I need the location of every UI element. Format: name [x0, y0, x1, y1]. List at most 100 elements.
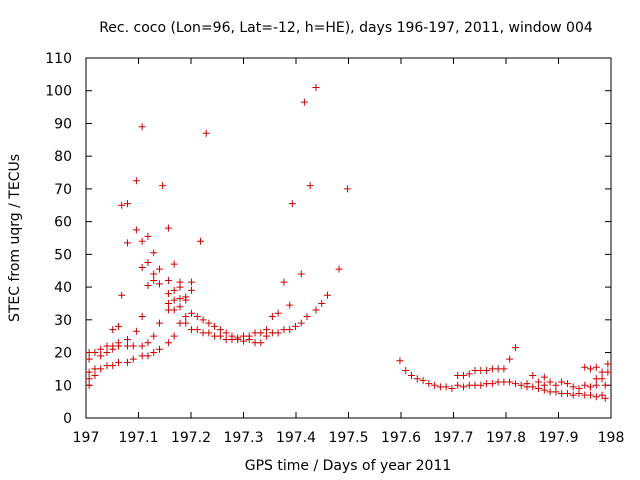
data-point	[245, 332, 253, 340]
y-tick-label: 20	[54, 346, 72, 362]
data-point	[318, 299, 326, 307]
data-point	[335, 265, 343, 273]
x-tick-label: 197.7	[433, 430, 473, 446]
data-point	[575, 385, 583, 393]
data-point	[91, 371, 99, 379]
data-point	[263, 326, 271, 334]
data-point	[85, 381, 93, 389]
data-point	[263, 332, 271, 340]
data-point	[581, 363, 589, 371]
data-point	[156, 265, 163, 273]
data-point	[343, 185, 351, 193]
data-point	[132, 327, 140, 335]
data-point	[413, 375, 421, 383]
x-tick-label: 197.5	[328, 430, 368, 446]
data-point	[540, 373, 548, 381]
data-point	[156, 319, 163, 327]
data-point	[164, 277, 172, 285]
data-point	[592, 381, 600, 389]
data-point	[601, 381, 609, 389]
plot-frame	[85, 57, 612, 419]
data-point	[170, 296, 178, 304]
data-point	[552, 381, 560, 389]
data-point	[286, 326, 294, 334]
data-point	[540, 381, 548, 389]
data-point	[97, 352, 105, 360]
data-point	[144, 281, 152, 289]
data-point	[188, 286, 196, 294]
data-point	[312, 306, 320, 314]
data-point	[297, 319, 305, 327]
y-tick-label: 60	[54, 215, 72, 231]
data-point	[123, 239, 131, 247]
data-point	[196, 237, 204, 245]
data-point	[216, 326, 224, 334]
data-point	[563, 380, 571, 388]
data-point	[97, 365, 105, 373]
data-point	[511, 380, 519, 388]
data-point	[529, 383, 537, 391]
data-point	[138, 237, 146, 245]
data-point	[199, 316, 207, 324]
data-point	[164, 299, 172, 307]
data-point	[517, 381, 525, 389]
data-point	[118, 201, 126, 209]
data-point	[523, 380, 531, 388]
data-point	[297, 270, 305, 278]
data-point	[552, 388, 560, 396]
data-point	[91, 349, 99, 357]
data-point	[132, 226, 140, 234]
data-point	[488, 380, 496, 388]
data-point	[306, 182, 314, 190]
data-point	[182, 293, 190, 301]
data-point	[587, 365, 595, 373]
data-point	[408, 371, 415, 379]
data-point	[176, 303, 184, 311]
data-point	[598, 391, 606, 399]
y-tick-label: 30	[54, 313, 72, 329]
data-point	[529, 371, 537, 379]
x-tick-label: 197.9	[538, 430, 578, 446]
data-point	[291, 322, 299, 330]
data-point	[604, 368, 612, 376]
data-point	[150, 249, 158, 257]
data-point	[129, 342, 137, 350]
data-point	[182, 313, 190, 321]
data-point	[144, 259, 152, 267]
data-point	[300, 98, 308, 106]
x-tick-label: 197.8	[486, 430, 526, 446]
x-tick-label: 197.3	[223, 430, 263, 446]
data-point	[257, 329, 265, 337]
data-point	[132, 177, 140, 185]
data-point	[268, 313, 276, 321]
data-point	[109, 362, 117, 370]
data-point	[454, 381, 462, 389]
data-point	[170, 286, 178, 294]
data-point	[150, 349, 158, 357]
data-point	[228, 332, 236, 340]
data-point	[170, 260, 178, 268]
data-point	[156, 345, 163, 353]
y-tick-label: 0	[63, 411, 72, 427]
data-point	[138, 313, 146, 321]
x-tick-label: 197.6	[381, 430, 421, 446]
data-point	[138, 342, 146, 350]
data-point	[182, 319, 190, 327]
data-point	[193, 326, 201, 334]
data-point	[170, 332, 178, 340]
y-tick-label: 40	[54, 280, 72, 296]
data-point	[511, 344, 519, 352]
data-point	[164, 339, 172, 347]
data-point	[535, 385, 543, 393]
data-point	[211, 322, 219, 330]
data-point	[592, 363, 600, 371]
data-point	[109, 326, 117, 334]
data-point	[115, 339, 123, 347]
data-point	[138, 123, 146, 131]
data-point	[85, 355, 93, 363]
data-point	[188, 278, 196, 286]
data-point	[288, 200, 296, 208]
data-point	[123, 200, 131, 208]
x-tick-label: 197.4	[276, 430, 316, 446]
